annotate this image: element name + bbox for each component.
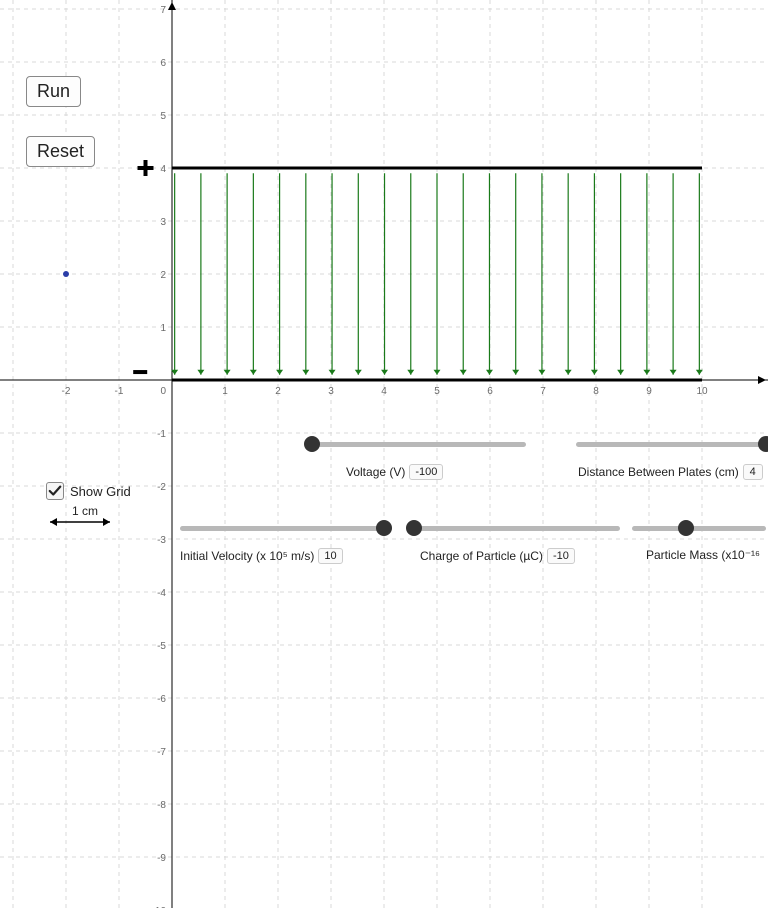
voltage-slider-label: Voltage (V)-100 xyxy=(346,464,443,480)
reset-button[interactable]: Reset xyxy=(26,136,95,167)
svg-text:-2: -2 xyxy=(157,482,166,493)
charge-slider-value[interactable]: -10 xyxy=(547,548,575,564)
svg-text:-4: -4 xyxy=(157,588,166,599)
svg-text:-8: -8 xyxy=(157,800,166,811)
distance-slider-track[interactable] xyxy=(576,442,766,447)
show-grid-checkbox[interactable] xyxy=(46,482,64,500)
distance-slider-thumb[interactable] xyxy=(758,436,768,452)
svg-text:3: 3 xyxy=(328,386,334,397)
svg-text:2: 2 xyxy=(275,386,281,397)
svg-text:5: 5 xyxy=(434,386,440,397)
voltage-slider-thumb[interactable] xyxy=(304,436,320,452)
svg-text:-6: -6 xyxy=(157,694,166,705)
svg-text:1: 1 xyxy=(222,386,228,397)
svg-text:1: 1 xyxy=(160,323,166,334)
svg-text:-9: -9 xyxy=(157,853,166,864)
svg-text:-7: -7 xyxy=(157,747,166,758)
charge-slider-label: Charge of Particle (µC)-10 xyxy=(420,548,575,564)
svg-text:-1: -1 xyxy=(157,429,166,440)
svg-text:-5: -5 xyxy=(157,641,166,652)
svg-text:6: 6 xyxy=(160,58,166,69)
svg-text:-2: -2 xyxy=(62,386,71,397)
mass-slider-track[interactable] xyxy=(632,526,766,531)
svg-text:0: 0 xyxy=(160,386,166,397)
svg-text:8: 8 xyxy=(593,386,599,397)
mass-slider-thumb[interactable] xyxy=(678,520,694,536)
distance-slider-value[interactable]: 4 xyxy=(743,464,763,480)
show-grid-label: Show Grid xyxy=(70,484,131,499)
velocity-slider-value[interactable]: 10 xyxy=(318,548,342,564)
simulation-canvas: -2 -1 1 2 3 4 5 6 7 8 9 10 -10 -9 -8 -7 -6 -5 -4 -3 -2 -1 1 2 3 4… xyxy=(0,0,768,908)
svg-text:9: 9 xyxy=(646,386,652,397)
svg-text:4: 4 xyxy=(160,164,166,175)
svg-text:2: 2 xyxy=(160,270,166,281)
voltage-slider-value[interactable]: -100 xyxy=(409,464,443,480)
svg-text:5: 5 xyxy=(160,111,166,122)
run-button[interactable]: Run xyxy=(26,76,81,107)
svg-text:6: 6 xyxy=(487,386,493,397)
velocity-slider-label: Initial Velocity (x 10⁵ m/s)10 xyxy=(180,548,343,564)
svg-text:3: 3 xyxy=(160,217,166,228)
svg-text:-1: -1 xyxy=(115,386,124,397)
charge-slider-thumb[interactable] xyxy=(406,520,422,536)
charge-slider-track[interactable] xyxy=(408,526,620,531)
voltage-slider-track[interactable] xyxy=(308,442,526,447)
svg-text:7: 7 xyxy=(160,5,166,16)
svg-text:10: 10 xyxy=(696,386,708,397)
distance-slider-label: Distance Between Plates (cm)4 xyxy=(578,464,763,480)
velocity-slider-thumb[interactable] xyxy=(376,520,392,536)
mass-slider-label: Particle Mass (x10⁻¹⁶ xyxy=(646,548,760,562)
scale-label: 1 cm xyxy=(72,504,98,518)
svg-text:7: 7 xyxy=(540,386,546,397)
velocity-slider-track[interactable] xyxy=(180,526,392,531)
svg-text:-3: -3 xyxy=(157,535,166,546)
show-grid-checkbox-row: Show Grid xyxy=(46,482,131,500)
svg-text:4: 4 xyxy=(381,386,387,397)
